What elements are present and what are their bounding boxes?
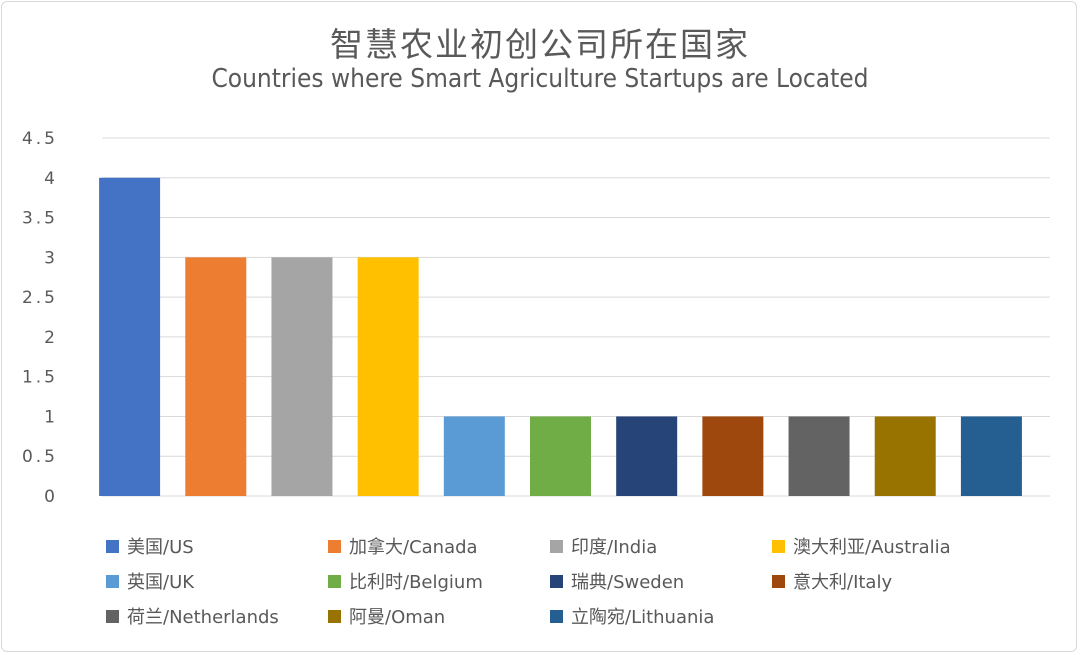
chart-subtitle: Countries where Smart Agriculture Startu… [211,64,869,94]
legend-label: 澳大利亚/Australia [793,537,951,558]
y-tick-label: 2.5 [22,288,58,308]
legend-item: 比利时/Belgium [328,567,483,595]
legend-label: 美国/US [127,537,194,558]
bar-9 [874,416,936,496]
legend-item: 瑞典/Sweden [550,567,684,595]
bar-1 [185,257,247,496]
legend-label: 荷兰/Netherlands [127,607,279,628]
bar-4 [443,416,505,496]
bar-2 [271,257,333,496]
chart-legend: 美国/US 加拿大/Canada 印度/India 澳大利亚/Australia 英国/… [106,532,1006,640]
chart-plot-area: 0 0.5 1 1.5 2 2.5 3 3.5 4 4.5 [22,129,1050,507]
legend-swatch [106,574,119,588]
legend-swatch [550,574,563,588]
bar-8 [788,416,850,496]
chart-title: 智慧农业初创公司所在国家 [330,25,750,64]
bar-0 [99,177,161,496]
legend-swatch [328,609,341,623]
bar-3 [357,257,419,496]
y-tick-label: 0.5 [22,447,58,467]
legend-item: 意大利/Italy [772,567,892,595]
legend-swatch [772,539,785,553]
y-tick-label: 0 [44,487,58,507]
legend-label: 比利时/Belgium [349,572,483,593]
legend-swatch [106,609,119,623]
legend-item: 加拿大/Canada [328,532,478,560]
legend-item: 英国/UK [106,567,194,595]
y-tick-label: 1.5 [22,368,58,388]
legend-swatch [328,574,341,588]
bar-5 [530,416,591,496]
y-tick-label: 3.5 [22,209,58,229]
legend-label: 印度/India [571,537,658,558]
legend-item: 澳大利亚/Australia [772,532,951,560]
bar-10 [960,416,1022,496]
y-tick-label: 3 [44,248,58,268]
legend-label: 英国/UK [127,572,195,593]
legend-label: 加拿大/Canada [349,537,478,558]
bar-7 [702,416,764,496]
legend-item: 美国/US [106,532,194,560]
legend-item: 阿曼/Oman [328,602,445,630]
legend-item: 立陶宛/Lithuania [550,602,714,630]
y-tick-label: 4.5 [22,129,58,149]
legend-swatch [328,539,341,553]
legend-swatch [550,609,563,623]
legend-label: 阿曼/Oman [349,607,446,628]
bar-6 [616,416,678,496]
y-tick-label: 2 [44,328,58,348]
legend-swatch [550,539,563,553]
y-tick-label: 1 [44,407,58,427]
legend-item: 印度/India [550,532,657,560]
y-tick-label: 4 [44,169,58,189]
legend-swatch [772,574,785,588]
legend-label: 立陶宛/Lithuania [571,607,715,628]
legend-label: 意大利/Italy [793,572,893,593]
legend-label: 瑞典/Sweden [571,572,685,593]
legend-item: 荷兰/Netherlands [106,602,279,630]
legend-swatch [106,539,119,553]
